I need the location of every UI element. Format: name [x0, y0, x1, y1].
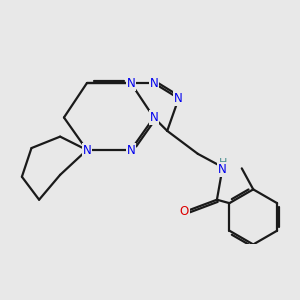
Text: N: N: [174, 92, 183, 105]
Text: N: N: [82, 143, 91, 157]
Text: O: O: [180, 205, 189, 218]
Text: N: N: [149, 111, 158, 124]
Text: N: N: [218, 163, 227, 176]
Text: N: N: [127, 143, 135, 157]
Text: H: H: [218, 158, 227, 168]
Text: N: N: [127, 76, 135, 90]
Text: N: N: [149, 76, 158, 90]
